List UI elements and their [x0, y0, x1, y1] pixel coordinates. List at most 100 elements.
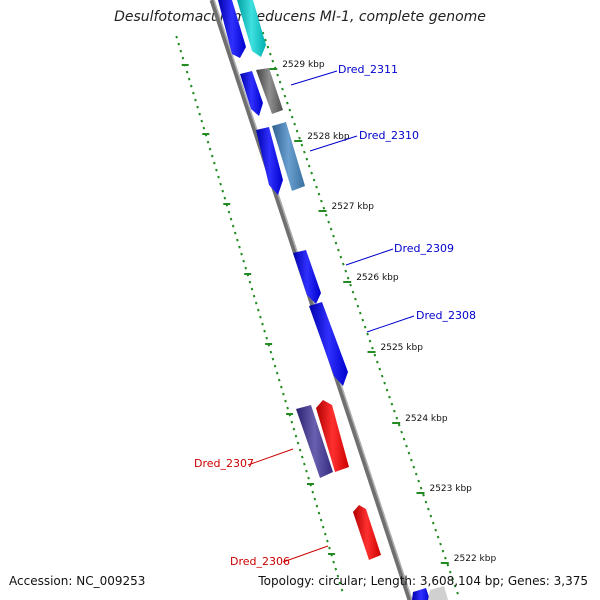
ruler-minor-tick-inner [336, 574, 340, 578]
ruler-minor-tick [373, 353, 377, 357]
ruler-minor-tick [397, 423, 401, 427]
ruler-tick-label: 2527 kbp [332, 202, 375, 212]
ruler-minor-tick-inner [206, 140, 210, 144]
ruler-minor-tick [320, 199, 323, 203]
ruler-minor-tick-inner [332, 560, 335, 564]
ruler-minor-tick-inner [324, 532, 327, 536]
ruler-minor-tick-inner [196, 105, 199, 109]
ruler-minor-tick [359, 311, 362, 315]
ruler-minor-tick [305, 157, 309, 161]
gene-arrow-dred-2311[interactable] [240, 71, 263, 116]
ruler-minor-tick [439, 542, 442, 546]
ruler-minor-tick-inner [263, 329, 266, 333]
ruler-minor-tick-inner [294, 434, 298, 438]
ruler-minor-tick [378, 367, 382, 371]
ruler-minor-tick [417, 479, 420, 483]
ruler-minor-tick [441, 549, 445, 553]
ruler-minor-tick [324, 213, 328, 217]
gene-arrow-gray[interactable] [256, 68, 283, 114]
gene-label-dred-2311[interactable]: Dred_2311 [290, 63, 398, 86]
ruler-minor-tick [363, 325, 367, 329]
ruler-minor-tick [332, 234, 335, 238]
ruler-minor-tick [286, 101, 289, 105]
ruler-minor-tick-inner [238, 245, 241, 249]
ruler-minor-tick-inner [277, 378, 281, 382]
ruler-minor-tick-inner [292, 427, 296, 431]
ruler-minor-tick [349, 283, 352, 287]
ruler-minor-tick-inner [213, 161, 216, 165]
ruler-minor-tick-inner [221, 189, 225, 193]
ruler-tick-label: 2523 kbp [429, 484, 472, 494]
ruler-minor-tick [400, 430, 403, 434]
ruler-minor-tick [385, 388, 389, 392]
gene-arrow-dred-2310[interactable] [256, 127, 283, 195]
ruler-minor-tick-inner [300, 455, 304, 459]
gene-label-dred-2308[interactable]: Dred_2308 [366, 309, 476, 333]
gene-arrow-steel[interactable] [272, 122, 305, 191]
ruler-minor-tick-inner [185, 70, 189, 74]
gene-label-dred-2306[interactable]: Dred_2306 [230, 545, 329, 568]
ruler-minor-tick-inner [187, 77, 191, 81]
ruler-minor-tick-inner [321, 525, 325, 529]
gene-name: Dred_2311 [338, 63, 398, 76]
gene-arrow-upstream-2[interactable] [237, 0, 266, 57]
ruler-minor-tick [395, 416, 399, 420]
ruler-minor-tick [266, 45, 270, 49]
ruler-minor-tick [290, 115, 294, 119]
ruler-minor-tick [453, 584, 457, 588]
ruler-minor-tick [390, 402, 394, 406]
gene-label-dred-2310[interactable]: Dred_2310 [309, 129, 419, 152]
ruler-minor-tick-inner [177, 42, 181, 46]
ruler-minor-tick [339, 255, 343, 259]
gene-label-dred-2307[interactable]: Dred_2307 [194, 448, 294, 470]
ruler-minor-tick-inner [319, 518, 323, 522]
gene-name: Dred_2309 [394, 242, 454, 255]
map-title: Desulfotomaculum reducens MI-1, complete… [114, 9, 486, 25]
ruler-minor-tick-inner [233, 231, 237, 235]
ruler-minor-tick [293, 122, 296, 126]
ruler-minor-tick-inner [298, 448, 302, 452]
ruler-minor-tick-inner [275, 371, 279, 375]
gene-name: Dred_2310 [359, 129, 419, 142]
ruler-minor-tick-inner [192, 91, 195, 95]
ruler-minor-tick-inner [311, 490, 315, 494]
ruler-minor-tick [303, 150, 306, 154]
ruler-minor-tick-inner [305, 469, 308, 473]
ruler-minor-tick [393, 409, 396, 413]
ruler-minor-tick [402, 437, 406, 441]
gene-arrow-dred-2309[interactable] [293, 250, 321, 304]
ruler-minor-tick [414, 472, 418, 476]
ruler-minor-tick [383, 381, 386, 385]
gene-arrow-upstream-1[interactable] [218, 0, 246, 58]
ruler-minor-tick-inner [259, 315, 262, 319]
ruler-minor-tick [446, 563, 450, 567]
ruler-minor-tick [307, 164, 311, 168]
ruler-minor-tick [410, 458, 413, 462]
ruler-minor-tick-inner [244, 266, 248, 270]
gene-arrow-dred-2308[interactable] [309, 302, 348, 386]
ruler-minor-tick [329, 227, 333, 231]
ruler-minor-tick [337, 248, 340, 252]
gene-arrow-bottom[interactable] [412, 588, 430, 600]
gene-arrow-dred-2306[interactable] [353, 505, 381, 560]
gene-arrow-bottom-gray[interactable] [428, 586, 448, 600]
ruler-minor-tick [436, 535, 440, 539]
ruler-minor-tick-inner [307, 476, 310, 480]
ruler-tick-label: 2522 kbp [454, 554, 497, 564]
ruler-minor-tick-inner [219, 182, 222, 186]
ruler-minor-tick-inner [338, 581, 342, 585]
ruler-minor-tick [283, 94, 287, 98]
ruler-minor-tick-inner [215, 168, 218, 172]
ruler-minor-tick-inner [217, 175, 220, 179]
gene-arrow-dred-2307[interactable] [316, 400, 349, 472]
gene-arrow-indigo[interactable] [296, 405, 333, 478]
ruler-minor-tick [405, 444, 408, 448]
ruler-minor-tick [322, 206, 326, 210]
ruler-minor-tick-inner [326, 539, 329, 543]
ruler-minor-tick-inner [265, 336, 268, 340]
gene-label-dred-2309[interactable]: Dred_2309 [345, 242, 454, 266]
ruler-minor-tick [371, 346, 374, 350]
ruler-tick-labels: 2529 kbp 2528 kbp 2527 kbp 2526 kbp 2525 kbp… [282, 60, 496, 564]
ruler-minor-tick-inner [190, 84, 193, 88]
ruler-minor-tick-inner [236, 238, 239, 242]
